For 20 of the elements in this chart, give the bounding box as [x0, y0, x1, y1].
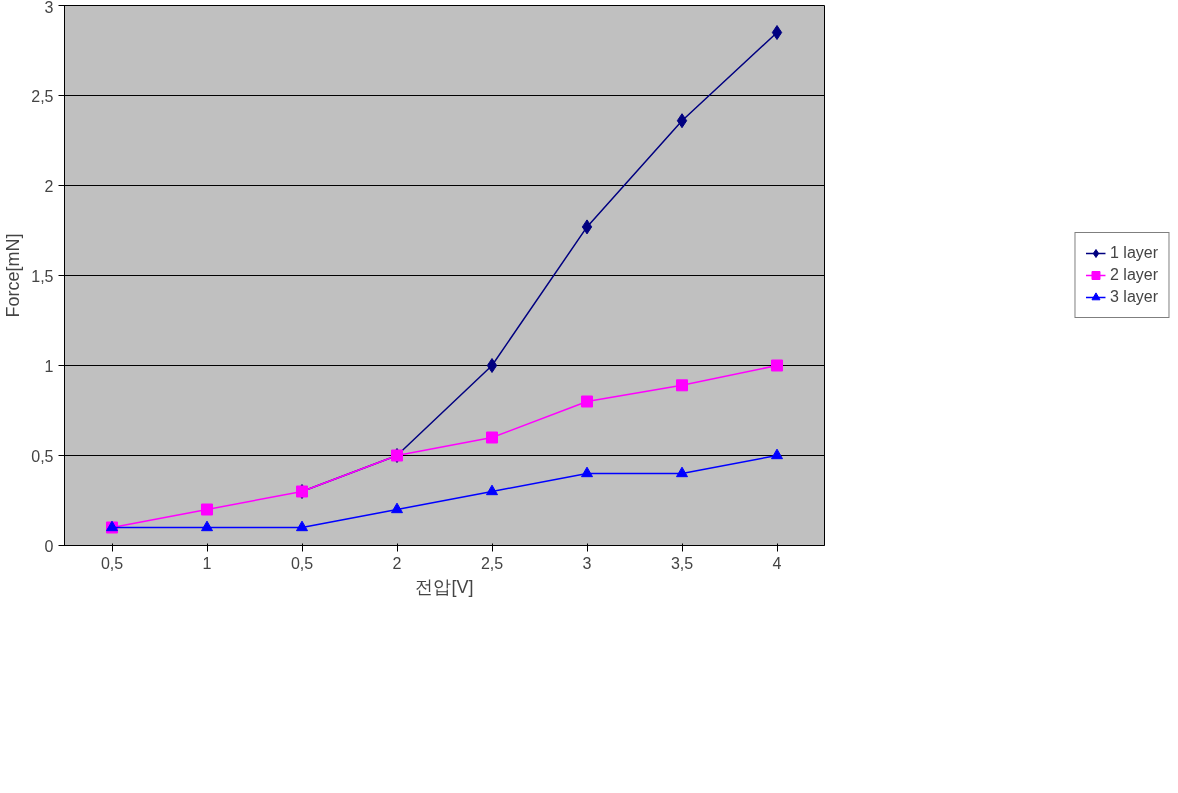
x-tick-label: 3	[582, 554, 592, 572]
x-axis-title: 전압[V]	[415, 576, 474, 597]
legend-label: 2 layer	[1109, 266, 1159, 284]
x-tick-label: 1	[202, 554, 212, 572]
y-tick-label: 0,5	[31, 447, 54, 465]
y-axis-title: Force[mN]	[3, 233, 24, 318]
y-tick-label: 0	[44, 537, 54, 555]
x-tick-label: 2	[392, 554, 402, 572]
x-tick-label: 3,5	[670, 554, 694, 572]
legend-label: 1 layer	[1109, 244, 1159, 262]
y-tick-label: 2,5	[31, 87, 54, 105]
x-tick-label: 4	[772, 554, 782, 572]
legend-label: 3 layer	[1109, 288, 1159, 306]
y-tick-label: 1,5	[31, 267, 54, 285]
y-tick-label: 1	[44, 357, 54, 375]
y-tick-label: 3	[44, 0, 54, 16]
x-tick-label: 0,5	[100, 554, 124, 572]
x-tick-label: 2,5	[480, 554, 504, 572]
y-tick-label: 2	[44, 177, 54, 195]
x-tick-label: 0,5	[290, 554, 314, 572]
